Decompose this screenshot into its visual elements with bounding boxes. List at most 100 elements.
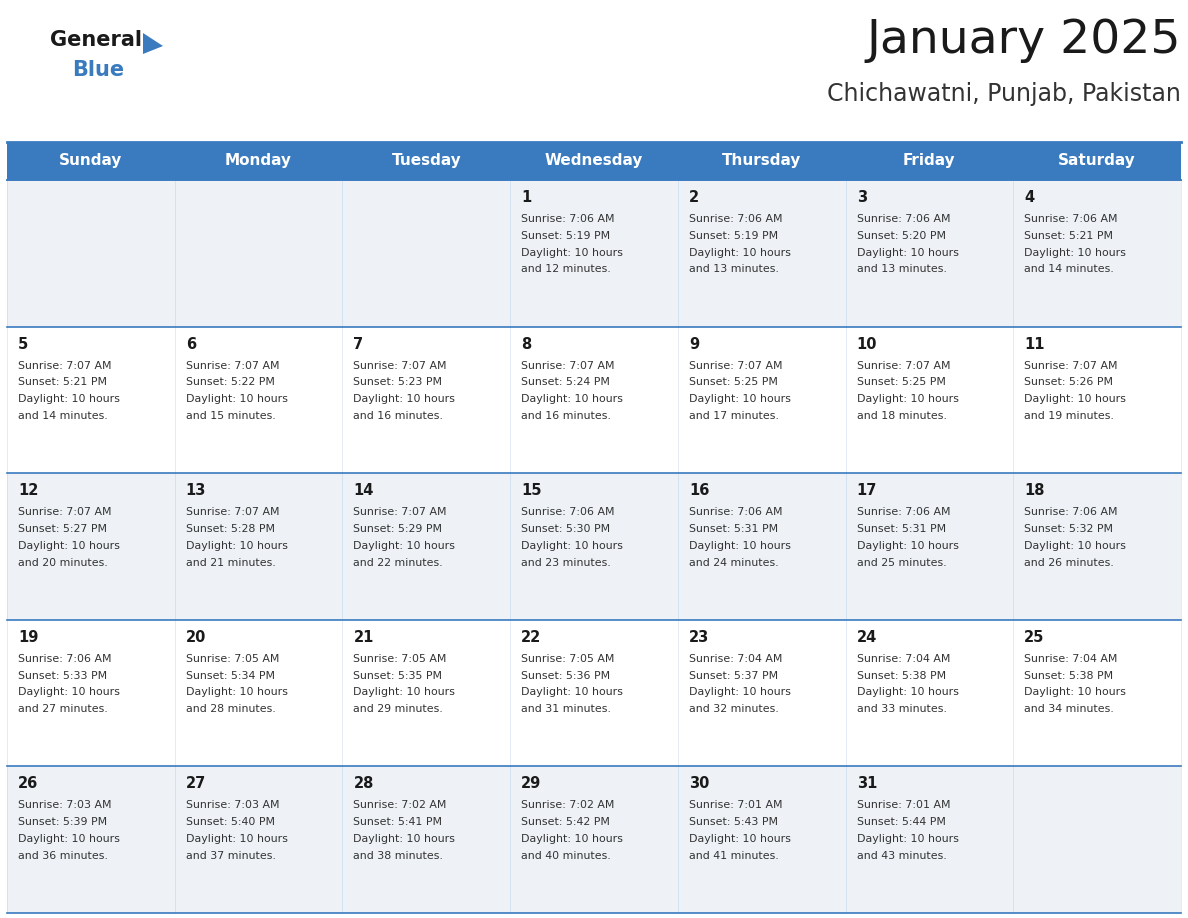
Text: Sunrise: 7:01 AM: Sunrise: 7:01 AM (857, 800, 950, 811)
Text: and 16 minutes.: and 16 minutes. (353, 411, 443, 421)
Text: Daylight: 10 hours: Daylight: 10 hours (18, 541, 120, 551)
Bar (175, 620, 342, 767)
Text: Sunrise: 7:03 AM: Sunrise: 7:03 AM (18, 800, 112, 811)
Text: Daylight: 10 hours: Daylight: 10 hours (522, 248, 624, 258)
Bar (175, 142, 342, 180)
Text: and 31 minutes.: and 31 minutes. (522, 704, 611, 714)
Text: 14: 14 (353, 483, 374, 498)
Text: Sunset: 5:29 PM: Sunset: 5:29 PM (353, 524, 442, 534)
Text: and 27 minutes.: and 27 minutes. (18, 704, 108, 714)
Bar (846, 327, 1013, 473)
Bar (678, 620, 846, 767)
Text: Sunset: 5:38 PM: Sunset: 5:38 PM (1024, 671, 1113, 680)
Text: Sunrise: 7:07 AM: Sunrise: 7:07 AM (522, 361, 614, 371)
Text: 2: 2 (689, 190, 699, 205)
Text: Daylight: 10 hours: Daylight: 10 hours (689, 541, 791, 551)
Text: Sunrise: 7:04 AM: Sunrise: 7:04 AM (689, 654, 782, 664)
Text: Daylight: 10 hours: Daylight: 10 hours (353, 834, 455, 844)
Text: Daylight: 10 hours: Daylight: 10 hours (353, 688, 455, 698)
Text: Daylight: 10 hours: Daylight: 10 hours (185, 541, 287, 551)
Text: Sunrise: 7:06 AM: Sunrise: 7:06 AM (857, 508, 950, 517)
Bar (510, 473, 678, 620)
Text: and 14 minutes.: and 14 minutes. (18, 411, 108, 421)
Text: Daylight: 10 hours: Daylight: 10 hours (857, 394, 959, 404)
Text: Daylight: 10 hours: Daylight: 10 hours (857, 248, 959, 258)
Text: Daylight: 10 hours: Daylight: 10 hours (689, 394, 791, 404)
Bar (678, 327, 846, 473)
Bar (846, 473, 1013, 620)
Text: 8: 8 (522, 337, 531, 352)
Text: Daylight: 10 hours: Daylight: 10 hours (353, 394, 455, 404)
Text: Daylight: 10 hours: Daylight: 10 hours (185, 394, 287, 404)
Bar (510, 180, 678, 327)
Bar (175, 473, 342, 620)
Text: General: General (50, 30, 143, 50)
Text: Sunrise: 7:04 AM: Sunrise: 7:04 AM (1024, 654, 1118, 664)
Text: and 13 minutes.: and 13 minutes. (689, 264, 778, 274)
Bar (342, 180, 510, 327)
Bar (678, 767, 846, 913)
Text: Wednesday: Wednesday (545, 153, 643, 169)
Text: and 43 minutes.: and 43 minutes. (857, 851, 947, 861)
Text: Sunset: 5:35 PM: Sunset: 5:35 PM (353, 671, 442, 680)
Text: and 22 minutes.: and 22 minutes. (353, 557, 443, 567)
Text: Daylight: 10 hours: Daylight: 10 hours (185, 688, 287, 698)
Text: and 32 minutes.: and 32 minutes. (689, 704, 778, 714)
Text: Sunrise: 7:07 AM: Sunrise: 7:07 AM (689, 361, 783, 371)
Text: Daylight: 10 hours: Daylight: 10 hours (353, 541, 455, 551)
Text: Sunset: 5:20 PM: Sunset: 5:20 PM (857, 230, 946, 241)
Text: Sunset: 5:21 PM: Sunset: 5:21 PM (18, 377, 107, 387)
Text: Daylight: 10 hours: Daylight: 10 hours (689, 834, 791, 844)
Text: and 15 minutes.: and 15 minutes. (185, 411, 276, 421)
Bar (175, 327, 342, 473)
Text: Daylight: 10 hours: Daylight: 10 hours (522, 688, 624, 698)
Text: Daylight: 10 hours: Daylight: 10 hours (18, 394, 120, 404)
Text: Thursday: Thursday (722, 153, 802, 169)
Text: Sunrise: 7:06 AM: Sunrise: 7:06 AM (857, 214, 950, 224)
Text: and 26 minutes.: and 26 minutes. (1024, 557, 1114, 567)
Text: 17: 17 (857, 483, 877, 498)
Text: and 16 minutes.: and 16 minutes. (522, 411, 611, 421)
Text: Sunset: 5:31 PM: Sunset: 5:31 PM (689, 524, 778, 534)
Text: and 37 minutes.: and 37 minutes. (185, 851, 276, 861)
Text: Daylight: 10 hours: Daylight: 10 hours (857, 834, 959, 844)
Text: Sunset: 5:19 PM: Sunset: 5:19 PM (689, 230, 778, 241)
Polygon shape (143, 33, 163, 54)
Text: 7: 7 (353, 337, 364, 352)
Bar (678, 473, 846, 620)
Bar (1013, 620, 1181, 767)
Text: 26: 26 (18, 777, 38, 791)
Text: Sunset: 5:40 PM: Sunset: 5:40 PM (185, 817, 274, 827)
Text: Daylight: 10 hours: Daylight: 10 hours (1024, 541, 1126, 551)
Text: Sunset: 5:19 PM: Sunset: 5:19 PM (522, 230, 611, 241)
Text: 30: 30 (689, 777, 709, 791)
Text: Daylight: 10 hours: Daylight: 10 hours (522, 541, 624, 551)
Bar (7, 142, 175, 180)
Bar (846, 142, 1013, 180)
Bar (342, 620, 510, 767)
Text: Sunrise: 7:01 AM: Sunrise: 7:01 AM (689, 800, 783, 811)
Text: 11: 11 (1024, 337, 1044, 352)
Text: and 21 minutes.: and 21 minutes. (185, 557, 276, 567)
Text: Sunrise: 7:02 AM: Sunrise: 7:02 AM (522, 800, 614, 811)
Text: and 33 minutes.: and 33 minutes. (857, 704, 947, 714)
Text: Sunrise: 7:07 AM: Sunrise: 7:07 AM (857, 361, 950, 371)
Bar (678, 142, 846, 180)
Text: Sunrise: 7:06 AM: Sunrise: 7:06 AM (522, 214, 614, 224)
Text: Daylight: 10 hours: Daylight: 10 hours (689, 248, 791, 258)
Text: 22: 22 (522, 630, 542, 644)
Text: and 41 minutes.: and 41 minutes. (689, 851, 778, 861)
Text: Sunrise: 7:07 AM: Sunrise: 7:07 AM (353, 508, 447, 517)
Text: and 36 minutes.: and 36 minutes. (18, 851, 108, 861)
Text: and 34 minutes.: and 34 minutes. (1024, 704, 1114, 714)
Bar (510, 142, 678, 180)
Text: and 25 minutes.: and 25 minutes. (857, 557, 946, 567)
Text: Sunrise: 7:05 AM: Sunrise: 7:05 AM (185, 654, 279, 664)
Text: Daylight: 10 hours: Daylight: 10 hours (857, 688, 959, 698)
Text: Sunrise: 7:07 AM: Sunrise: 7:07 AM (185, 361, 279, 371)
Text: and 18 minutes.: and 18 minutes. (857, 411, 947, 421)
Bar (846, 620, 1013, 767)
Text: and 14 minutes.: and 14 minutes. (1024, 264, 1114, 274)
Text: Sunset: 5:39 PM: Sunset: 5:39 PM (18, 817, 107, 827)
Text: Sunrise: 7:05 AM: Sunrise: 7:05 AM (522, 654, 614, 664)
